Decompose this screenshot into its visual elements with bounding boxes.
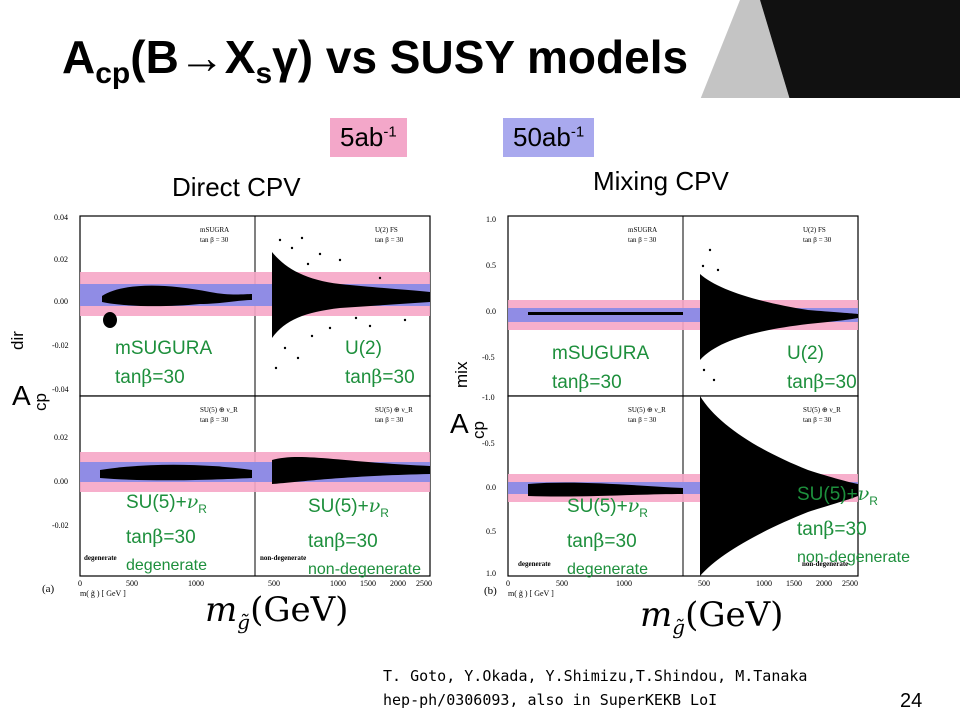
model-label-msugura-mix: mSUGURA tanβ=30 [552,343,650,393]
svg-text:(b): (b) [484,585,497,597]
figure-mixing-cpv: 1.0 0.5 0.0 -0.5 -1.0 -0.5 0.0 0.5 1.0 0… [482,215,859,598]
svg-text:U(2) FS: U(2) FS [803,226,826,234]
svg-text:1.0: 1.0 [486,215,496,224]
svg-text:500: 500 [268,579,280,588]
svg-text:-0.04: -0.04 [52,385,69,394]
page-number: 24 [900,690,923,712]
svg-text:1500: 1500 [360,579,376,588]
svg-text:tan β = 30: tan β = 30 [200,236,229,244]
svg-text:1000: 1000 [616,579,632,588]
svg-text:SU(5) ⊕ ν_R: SU(5) ⊕ ν_R [628,406,666,414]
reference-citation: T. Goto, Y.Okada, Y.Shimizu,T.Shindou, M… [383,667,808,709]
svg-text:-0.5: -0.5 [482,439,495,448]
svg-text:-1.0: -1.0 [482,393,495,402]
svg-text:degenerate: degenerate [518,560,551,568]
svg-text:tan β = 30: tan β = 30 [200,416,229,424]
svg-text:1000: 1000 [330,579,346,588]
scatter-points [274,236,407,370]
svg-text:0.0: 0.0 [486,483,496,492]
svg-text:SU(5) ⊕ ν_R: SU(5) ⊕ ν_R [200,406,238,414]
svg-text:0.04: 0.04 [54,213,68,222]
svg-text:1.0: 1.0 [486,569,496,578]
svg-text:0: 0 [78,579,82,588]
svg-text:degenerate: degenerate [84,554,117,562]
model-label-u2-dir: U(2) tanβ=30 [345,338,415,388]
ylabel-acp-dir-sup: dir [8,331,27,350]
xaxis-formula-right: mg̃(GeV) [640,595,784,639]
svg-text:0.0: 0.0 [486,307,496,316]
svg-text:U(2) FS: U(2) FS [375,226,398,234]
svg-text:500: 500 [126,579,138,588]
svg-text:0.00: 0.00 [54,297,68,306]
svg-text:2500: 2500 [416,579,432,588]
panel-label-direct: Direct CPV [172,172,301,202]
svg-text:0: 0 [506,579,510,588]
svg-text:mSUGRA: mSUGRA [200,226,229,234]
xaxis-formula-left: mg̃(GeV) [205,590,349,634]
svg-text:0.02: 0.02 [54,255,68,264]
luminosity-badge-50ab: 50ab-1 [503,118,595,157]
model-label-su5-nondeg-dir: SU(5)+νR tanβ=30 non-degenerate [308,495,421,578]
svg-text:SU(5) ⊕ ν_R: SU(5) ⊕ ν_R [803,406,841,414]
ylabel-acp-mix-sup: mix [452,361,471,388]
svg-text:1500: 1500 [786,579,802,588]
svg-text:-0.02: -0.02 [52,341,69,350]
svg-text:(a): (a) [42,583,55,595]
svg-text:m( g̃ ) [ GeV ]: m( g̃ ) [ GeV ] [80,589,126,598]
slide-title: Acp(B→Xsγ) vs SUSY models [62,31,689,91]
svg-text:tan β = 30: tan β = 30 [375,236,404,244]
svg-text:2000: 2000 [390,579,406,588]
svg-text:mSUGRA: mSUGRA [628,226,657,234]
svg-text:tan β = 30: tan β = 30 [803,236,832,244]
svg-text:1000: 1000 [188,579,204,588]
panel-label-mixing: Mixing CPV [593,166,729,196]
title-background [0,0,960,100]
svg-text:non-degenerate: non-degenerate [802,560,848,568]
svg-text:non-degenerate: non-degenerate [260,554,306,562]
svg-text:0.02: 0.02 [54,433,68,442]
svg-text:tan β = 30: tan β = 30 [628,416,657,424]
model-label-su5-deg-dir: SU(5)+νR tanβ=30 degenerate [126,491,207,574]
svg-text:tan β = 30: tan β = 30 [628,236,657,244]
svg-text:-0.5: -0.5 [482,353,495,362]
svg-text:0.00: 0.00 [54,477,68,486]
svg-text:2500: 2500 [842,579,858,588]
svg-text:500: 500 [698,579,710,588]
svg-text:-0.02: -0.02 [52,521,69,530]
svg-text:500: 500 [556,579,568,588]
svg-text:1000: 1000 [756,579,772,588]
svg-text:0.5: 0.5 [486,527,496,536]
figure-direct-cpv: 0.04 0.02 0.00 -0.02 -0.04 0.02 0.00 -0.… [42,213,432,598]
svg-text:2000: 2000 [816,579,832,588]
svg-text:0.5: 0.5 [486,261,496,270]
model-label-u2-mix: U(2) tanβ=30 [787,343,857,393]
svg-text:tan β = 30: tan β = 30 [375,416,404,424]
svg-text:SU(5) ⊕ ν_R: SU(5) ⊕ ν_R [375,406,413,414]
svg-text:tan β = 30: tan β = 30 [803,416,832,424]
model-label-su5-deg-mix: SU(5)+νR tanβ=30 degenerate [567,495,648,578]
luminosity-badge-5ab: 5ab-1 [330,118,407,157]
model-label-msugura-dir: mSUGURA tanβ=30 [115,338,213,388]
model-label-su5-nondeg-mix: SU(5)+νR tanβ=30 non-degenerate [797,483,910,566]
svg-text:m( g̃ ) [ GeV ]: m( g̃ ) [ GeV ] [508,589,554,598]
